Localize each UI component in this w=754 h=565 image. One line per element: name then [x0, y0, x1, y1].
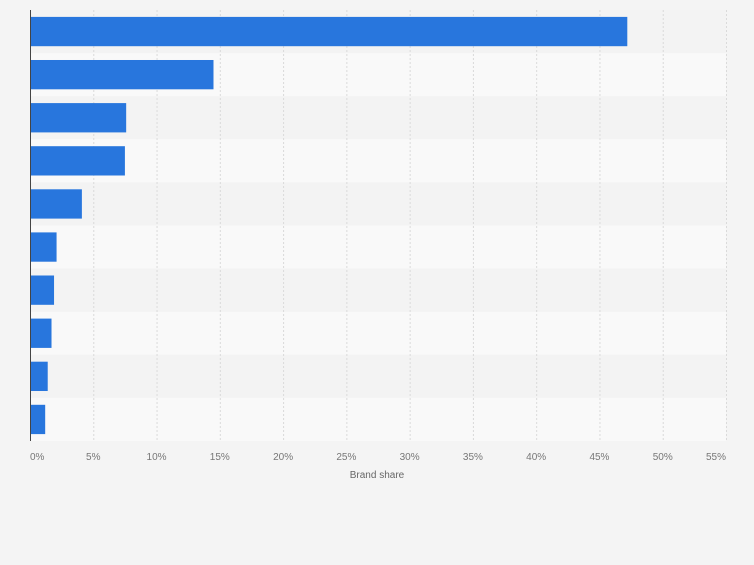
row-band-5	[30, 182, 726, 226]
x-tick-label: 15%	[210, 452, 230, 463]
x-tick-label: 25%	[336, 452, 356, 463]
x-tick-label: 55%	[706, 452, 726, 463]
x-tick-label: 0%	[30, 452, 45, 463]
bar-2[interactable]	[30, 59, 214, 90]
bar-10[interactable]	[30, 404, 46, 435]
x-tick-label: 10%	[147, 452, 167, 463]
row-band-4	[30, 139, 726, 183]
row-bands	[30, 10, 726, 441]
x-tick-label: 35%	[463, 452, 483, 463]
bar-4[interactable]	[30, 146, 125, 176]
x-tick-label: 20%	[273, 452, 293, 463]
bar-7[interactable]	[30, 275, 55, 305]
row-band-6	[30, 225, 726, 269]
row-band-3	[30, 96, 726, 140]
bars	[30, 16, 628, 435]
bar-9[interactable]	[30, 361, 48, 392]
x-tick-label: 45%	[589, 452, 609, 463]
x-tick-label: 30%	[400, 452, 420, 463]
row-band-10	[30, 397, 726, 441]
bar-8[interactable]	[30, 318, 52, 348]
x-tick-label: 40%	[526, 452, 546, 463]
bar-1[interactable]	[30, 16, 628, 47]
bar-3[interactable]	[30, 103, 127, 133]
x-axis-ticks: 0% 5% 10% 15% 20% 25% 30% 35% 40% 45% 50% 55%	[30, 452, 726, 463]
x-tick-label: 50%	[653, 452, 673, 463]
bar-5[interactable]	[30, 189, 82, 219]
x-tick-label: 5%	[86, 452, 101, 463]
x-axis-label: Brand share	[350, 470, 405, 481]
row-band-8	[30, 311, 726, 355]
bar-6[interactable]	[30, 232, 57, 262]
row-band-7	[30, 268, 726, 312]
row-band-9	[30, 354, 726, 398]
